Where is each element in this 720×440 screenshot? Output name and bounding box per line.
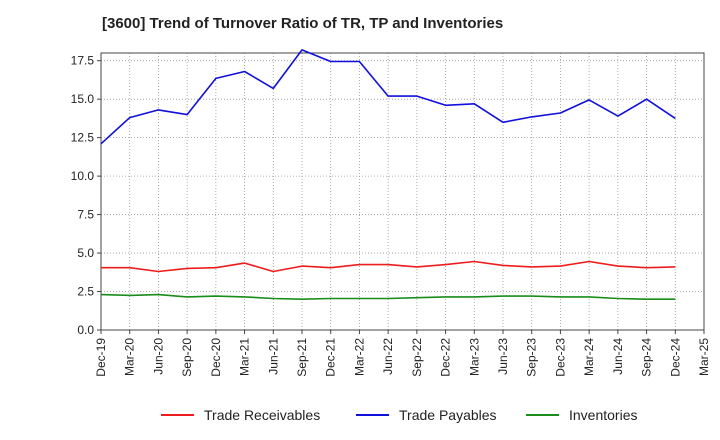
- x-tick-label: Jun-23: [496, 338, 510, 375]
- y-tick-label: 17.5: [71, 54, 95, 68]
- legend-label: Trade Receivables: [204, 407, 320, 423]
- y-tick-label: 10.0: [71, 169, 95, 183]
- x-tick-label: Dec-21: [324, 338, 338, 377]
- series-line-trade-receivables: [101, 260, 676, 273]
- x-tick-label: Sep-24: [640, 338, 654, 377]
- y-tick-label: 2.5: [77, 285, 94, 299]
- x-tick-label: Mar-24: [582, 338, 596, 376]
- y-tick-label: 0.0: [77, 323, 94, 337]
- chart-title: [3600] Trend of Turnover Ratio of TR, TP…: [102, 15, 504, 32]
- x-tick-label: Mar-22: [352, 338, 366, 376]
- x-tick-label: Dec-22: [439, 338, 453, 377]
- legend-label: Trade Payables: [399, 407, 497, 423]
- series-line-inventories: [100, 293, 676, 301]
- y-tick-label: 12.5: [71, 131, 95, 145]
- y-tick-label: 7.5: [77, 208, 94, 222]
- x-tick-label: Mar-20: [123, 338, 137, 376]
- x-tick-label: Dec-23: [553, 338, 567, 377]
- x-tick-label: Jun-21: [266, 338, 280, 375]
- legend-label: Inventories: [569, 407, 637, 423]
- grid-layer: [101, 53, 704, 330]
- x-tick-label: Sep-20: [180, 338, 194, 377]
- x-tick-label: Sep-22: [410, 338, 424, 377]
- x-tick-label: Dec-19: [94, 338, 108, 377]
- x-tick-label: Jun-20: [151, 338, 165, 375]
- x-tick-label: Jun-22: [381, 338, 395, 375]
- series-layer: [100, 49, 676, 301]
- axis-layer: 0.0 2.5 5.0 7.5 10.0 12.5 15.0 17.5 Dec-19 Mar-20…: [71, 52, 711, 377]
- x-tick-label: Jun-24: [611, 338, 625, 375]
- x-tick-label: Mar-21: [238, 338, 252, 376]
- x-tick-label: Sep-23: [525, 338, 539, 377]
- legend: Trade Receivables Trade Payables Inventori…: [161, 407, 637, 423]
- x-tick-label: Dec-20: [209, 338, 223, 377]
- series-line-trade-payables: [100, 49, 676, 145]
- x-tick-label: Mar-23: [467, 338, 481, 376]
- x-tick-label: Mar-25: [697, 338, 711, 376]
- y-tick-label: 15.0: [71, 92, 95, 106]
- x-tick-label: Dec-24: [668, 338, 682, 377]
- y-tick-label: 5.0: [77, 246, 94, 260]
- x-tick-label: Sep-21: [295, 338, 309, 377]
- plot-frame: [100, 52, 705, 331]
